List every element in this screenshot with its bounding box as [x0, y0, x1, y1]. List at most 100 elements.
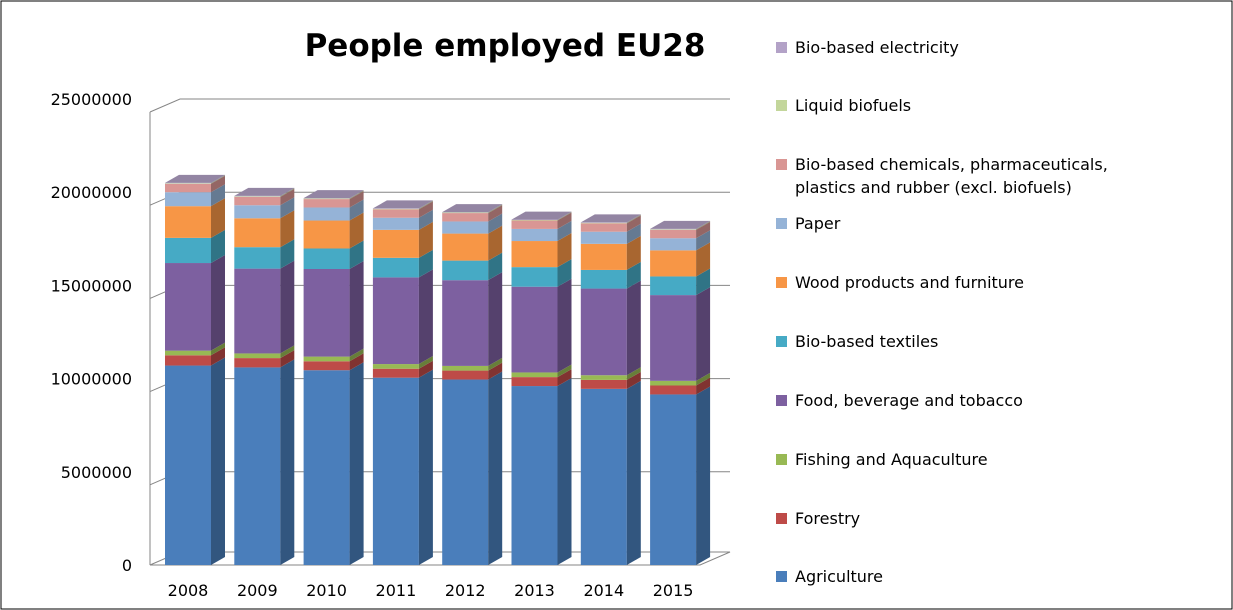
bar-agriculture-2014: [580, 388, 627, 565]
bar-side-liquid-biofuels-2014: [626, 214, 641, 224]
bar-side-liquid-biofuels-2010: [349, 190, 364, 200]
bar-liquid-biofuels-2014: [580, 222, 627, 224]
bar-side-agriculture-2015: [696, 386, 711, 565]
bar-forestry-2010: [303, 361, 350, 371]
bar-wood-products-and-furniture-2012: [442, 233, 489, 261]
bar-bio-based-textiles-2010: [303, 248, 350, 269]
bar-bio-based-chemicals-pharmaceuticals-plastics-and-rubber-excl-biofuels-2010: [303, 199, 350, 208]
bar-fishing-and-aquaculture-2009: [234, 353, 281, 359]
bar-side-agriculture-2009: [280, 359, 295, 565]
bar-stack-2008: [165, 174, 225, 565]
bar-paper-2009: [234, 205, 281, 219]
legend-swatch: [776, 336, 787, 347]
bar-side-liquid-biofuels-2012: [488, 204, 503, 214]
bar-paper-2008: [165, 192, 211, 207]
bar-bio-based-chemicals-pharmaceuticals-plastics-and-rubber-excl-biofuels-2014: [580, 223, 627, 232]
bar-fishing-and-aquaculture-2011: [372, 364, 419, 369]
bar-agriculture-2010: [303, 370, 350, 565]
y-axis: 0 5000000 10000000 15000000 20000000 25000000: [51, 90, 132, 575]
legend-label: Wood products and furniture: [795, 273, 1024, 292]
bar-paper-2015: [650, 238, 697, 251]
bar-forestry-2012: [442, 370, 489, 380]
legend-label: Bio-based chemicals, pharmaceuticals,: [795, 155, 1108, 174]
bar-side-bio-based-chemicals-pharmaceuticals-plastics-and-rubber-excl-biofuels-2015: [696, 221, 711, 239]
bar-food-beverage-and-tobacco-2015: [650, 295, 697, 381]
bar-side-paper-2014: [626, 223, 641, 244]
x-tick-label: 2009: [237, 581, 278, 600]
bar-side-fishing-and-aquaculture-2009: [280, 345, 295, 359]
x-tick-label: 2014: [583, 581, 624, 600]
bar-top-2013: [511, 211, 572, 220]
bar-side-bio-based-textiles-2013: [557, 259, 572, 287]
bar-paper-2014: [580, 231, 627, 244]
bar-liquid-biofuels-2015: [650, 229, 697, 230]
bar-side-bio-based-textiles-2014: [626, 261, 641, 289]
bar-food-beverage-and-tobacco-2008: [165, 263, 211, 351]
bar-side-bio-based-textiles-2012: [488, 252, 503, 281]
bar-side-forestry-2009: [280, 350, 295, 368]
bar-side-bio-based-chemicals-pharmaceuticals-plastics-and-rubber-excl-biofuels-2014: [626, 215, 641, 232]
bar-bio-based-chemicals-pharmaceuticals-plastics-and-rubber-excl-biofuels-2008: [165, 183, 211, 193]
chart-title: People employed EU28: [305, 28, 706, 64]
bar-bio-based-textiles-2014: [580, 269, 627, 289]
bar-side-wood-products-and-furniture-2009: [280, 210, 295, 248]
bar-side-liquid-biofuels-2008: [211, 175, 225, 184]
bar-side-bio-based-textiles-2011: [418, 249, 433, 278]
legend-swatch: [776, 218, 787, 229]
bar-side-liquid-biofuels-2015: [696, 221, 711, 230]
bar-top-2010: [303, 190, 364, 199]
bar-side-liquid-biofuels-2013: [557, 211, 572, 221]
bar-bio-based-chemicals-pharmaceuticals-plastics-and-rubber-excl-biofuels-2012: [442, 213, 489, 222]
bar-side-wood-products-and-furniture-2012: [488, 225, 503, 261]
y-tick-label: 0: [122, 556, 132, 575]
bar-side-forestry-2012: [488, 362, 503, 380]
bar-paper-2013: [511, 228, 558, 242]
bar-side-food-beverage-and-tobacco-2009: [280, 260, 295, 354]
bar-side-liquid-biofuels-2011: [418, 200, 433, 210]
bar-top-2014: [580, 214, 641, 223]
bar-side-bio-based-chemicals-pharmaceuticals-plastics-and-rubber-excl-biofuels-2009: [280, 188, 295, 206]
legend-swatch: [776, 159, 787, 170]
bar-wood-products-and-furniture-2010: [303, 220, 350, 249]
legend-label: Food, beverage and tobacco: [795, 391, 1023, 410]
bar-side-bio-based-textiles-2008: [211, 229, 225, 264]
bar-liquid-biofuels-2011: [372, 208, 419, 210]
bar-side-food-beverage-and-tobacco-2011: [418, 269, 433, 365]
bar-side-liquid-biofuels-2009: [280, 188, 295, 197]
bar-top-2008: [165, 174, 225, 183]
bar-agriculture-2012: [442, 379, 489, 565]
bar-fishing-and-aquaculture-2015: [650, 380, 697, 386]
bar-side-paper-2015: [696, 230, 711, 251]
bar-top-2011: [372, 200, 433, 209]
bar-wood-products-and-furniture-2013: [511, 241, 558, 268]
bar-agriculture-2009: [234, 367, 281, 565]
bar-food-beverage-and-tobacco-2014: [580, 288, 627, 376]
bar-side-bio-based-textiles-2015: [696, 268, 711, 296]
bar-forestry-2014: [580, 379, 627, 389]
bar-side-bio-based-chemicals-pharmaceuticals-plastics-and-rubber-excl-biofuels-2012: [488, 205, 503, 222]
bar-forestry-2008: [165, 355, 211, 366]
bar-agriculture-2015: [650, 394, 697, 565]
bar-stack-2014: [580, 214, 641, 565]
bar-side-bio-based-chemicals-pharmaceuticals-plastics-and-rubber-excl-biofuels-2008: [211, 175, 225, 193]
bar-stack-2012: [442, 204, 503, 565]
bar-fishing-and-aquaculture-2012: [442, 365, 489, 371]
y-tick-label: 5000000: [61, 463, 132, 482]
bar-top-2015: [650, 220, 711, 229]
bar-stack-2013: [511, 211, 572, 565]
bar-side-food-beverage-and-tobacco-2008: [211, 255, 225, 351]
bar-fishing-and-aquaculture-2013: [511, 372, 558, 378]
bar-side-fishing-and-aquaculture-2014: [626, 367, 641, 380]
bar-agriculture-2008: [165, 365, 211, 565]
bar-bio-based-chemicals-pharmaceuticals-plastics-and-rubber-excl-biofuels-2013: [511, 220, 558, 229]
legend-label: Bio-based electricity: [795, 38, 959, 57]
bar-side-food-beverage-and-tobacco-2012: [488, 272, 503, 366]
bar-side-bio-based-electricity-2011: [418, 200, 433, 209]
bar-fishing-and-aquaculture-2014: [580, 375, 627, 380]
bar-paper-2011: [372, 217, 419, 230]
bar-liquid-biofuels-2012: [442, 212, 489, 214]
x-tick-label: 2008: [168, 581, 209, 600]
bar-side-agriculture-2013: [557, 378, 572, 565]
bar-side-forestry-2010: [349, 353, 364, 371]
legend-swatch: [776, 42, 787, 53]
